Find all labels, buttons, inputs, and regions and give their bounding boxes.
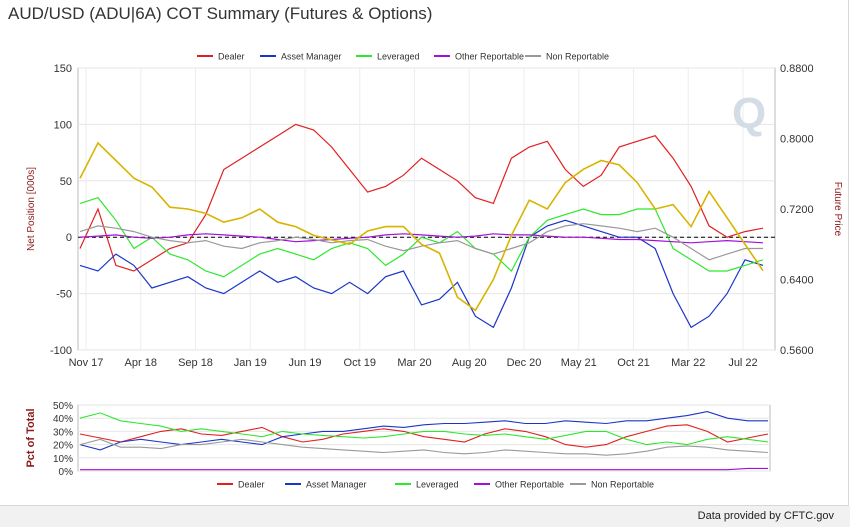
y2-axis-label: Future Price	[832, 182, 843, 237]
y2-tick-label: 0.5600	[780, 345, 814, 357]
footer-bar	[0, 506, 850, 527]
x-tick-label: May 21	[561, 357, 597, 369]
page-title: AUD/USD (ADU|6A) COT Summary (Futures & …	[8, 4, 433, 23]
x-tick-label: Jul 22	[728, 357, 757, 369]
leveraged-line	[79, 197, 764, 278]
y2-tick-label: 0.6400	[780, 275, 814, 287]
cot-chart: 150 100 50 0 -50 -100 0.8800 0.8000 0.7200 0.6400…	[25, 52, 843, 490]
cftc-link[interactable]: CFTC.gov	[783, 510, 834, 522]
x-tick-label: Mar 20	[397, 357, 431, 369]
pct-y-axis-label: Pct of Total	[25, 408, 37, 467]
legend-label: Asset Manager	[306, 480, 367, 490]
pct-asset-manager-line	[79, 411, 768, 451]
x-tick-label: Nov 17	[69, 357, 104, 369]
pct-y-tick-label: 30%	[53, 427, 73, 438]
legend-label: Asset Manager	[281, 52, 342, 62]
pct-leveraged-line	[79, 412, 769, 446]
x-tick-label: Jan 19	[234, 357, 267, 369]
y-tick-label: 150	[54, 63, 72, 75]
legend-label: Other Reportable	[495, 480, 564, 490]
legend-label: Leveraged	[377, 52, 420, 62]
x-tick-label: Sep 18	[178, 357, 213, 369]
y2-tick-label: 0.8000	[780, 134, 814, 146]
x-tick-label: Oct 21	[617, 357, 649, 369]
y-tick-label: -50	[56, 289, 72, 301]
x-tick-label: Aug 20	[452, 357, 487, 369]
x-tick-label: Dec 20	[507, 357, 542, 369]
pct-dealer-line	[79, 424, 769, 448]
x-tick-label: Oct 19	[344, 357, 376, 369]
legend-label: Other Reportable	[455, 52, 524, 62]
legend-label: Non Reportable	[591, 480, 654, 490]
pct-y-tick-label: 10%	[53, 454, 73, 465]
pct-y-tick-label: 50%	[53, 401, 73, 412]
y-axis-label: Net Position [000s]	[26, 167, 37, 251]
y2-tick-label: 0.7200	[780, 204, 814, 216]
legend-label: Non Reportable	[546, 52, 609, 62]
non-reportable-line	[79, 223, 763, 261]
quandl-logo-icon: Q	[732, 89, 766, 138]
dealer-line	[79, 123, 764, 272]
y-tick-label: 50	[60, 176, 72, 188]
legend-label: Dealer	[218, 52, 245, 62]
y2-tick-label: 0.8800	[780, 63, 814, 75]
data-credit: Data provided by CFTC.gov	[698, 510, 834, 522]
pct-y-tick-label: 20%	[53, 441, 73, 452]
pct-plot-area	[77, 404, 771, 472]
y-tick-label: 100	[54, 119, 72, 131]
y-tick-label: -100	[50, 345, 72, 357]
x-tick-label: Jun 19	[288, 357, 321, 369]
asset-manager-line	[79, 219, 764, 329]
legend-label: Dealer	[238, 480, 265, 490]
other-reportable-line	[79, 233, 764, 244]
x-tick-label: Mar 22	[671, 357, 705, 369]
pct-y-tick-label: 0%	[59, 467, 74, 478]
pct-other-reportable-line	[80, 467, 768, 471]
future-price-line	[79, 141, 764, 312]
pct-non-reportable-line	[79, 438, 769, 456]
x-tick-label: Apr 18	[125, 357, 157, 369]
pct-y-tick-label: 40%	[53, 414, 73, 425]
credit-text: Data provided by	[697, 510, 781, 522]
y-tick-label: 0	[66, 232, 72, 244]
legend-label: Leveraged	[416, 480, 459, 490]
